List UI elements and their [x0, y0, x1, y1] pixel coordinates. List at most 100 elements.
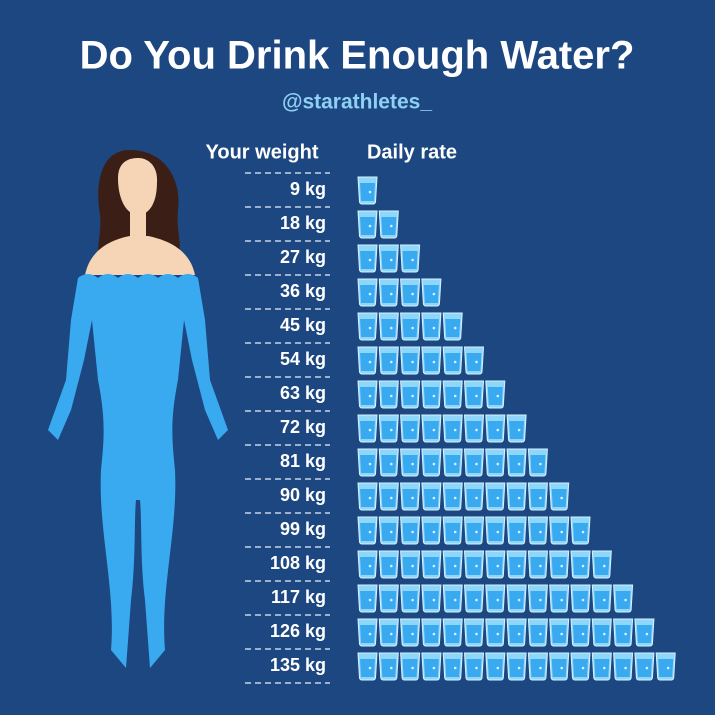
- glass-water: [509, 489, 525, 507]
- glass-water: [530, 591, 546, 609]
- glass-bubble: [517, 564, 521, 568]
- glass-bubble: [603, 632, 606, 636]
- glass-bubble: [411, 360, 414, 364]
- glass-bubble: [411, 632, 414, 636]
- glass-water: [445, 625, 461, 643]
- glass-row: [357, 278, 442, 307]
- glass-water: [402, 489, 418, 507]
- glass-row: [357, 244, 421, 273]
- glass-bubble: [453, 530, 457, 534]
- glass-water: [360, 625, 375, 643]
- glass-bubble: [496, 394, 500, 398]
- glass-bubble: [496, 666, 500, 670]
- glass-water: [509, 625, 525, 643]
- glass-bubble: [475, 530, 478, 534]
- category-label: 135 kg: [270, 655, 326, 675]
- glass-water: [466, 455, 482, 473]
- glass-water: [487, 523, 503, 541]
- glass-water: [360, 455, 375, 473]
- glass-bubble: [390, 326, 393, 330]
- glass-bubble: [475, 598, 478, 602]
- glass-bubble: [453, 632, 457, 636]
- glass-row: [357, 516, 591, 545]
- glass-bubble: [475, 496, 478, 500]
- title: Do You Drink Enough Water?: [80, 34, 635, 78]
- glass-row: [357, 550, 612, 579]
- glass-water: [360, 217, 375, 235]
- glass-water: [573, 659, 588, 677]
- glass-row: [357, 414, 527, 443]
- glass-bubble: [390, 258, 393, 262]
- glass-bubble: [496, 564, 500, 568]
- glass-bubble: [475, 360, 478, 364]
- glass-water: [487, 387, 503, 405]
- category-label: 108 kg: [270, 553, 326, 573]
- glass-bubble: [390, 394, 393, 398]
- glass-water: [594, 659, 610, 677]
- glass-water: [402, 625, 418, 643]
- glass-water: [530, 659, 546, 677]
- glass-bubble: [368, 462, 372, 466]
- glass-water: [445, 659, 461, 677]
- glass-bubble: [390, 360, 393, 364]
- glass-water: [360, 421, 375, 439]
- glass-water: [487, 557, 503, 575]
- glass-bubble: [390, 496, 393, 500]
- category-label: 99 kg: [280, 519, 326, 539]
- glass-row: [357, 380, 506, 409]
- glass-water: [530, 523, 546, 541]
- glass-water: [509, 455, 525, 473]
- glass-bubble: [411, 326, 414, 330]
- glass-water: [402, 387, 418, 405]
- glass-water: [360, 319, 375, 337]
- glass-water: [381, 523, 397, 541]
- glass-bubble: [432, 360, 436, 364]
- glass-water: [445, 319, 461, 337]
- glass-bubble: [411, 394, 414, 398]
- glass-water: [381, 353, 397, 371]
- category-label: 54 kg: [280, 349, 326, 369]
- glass-bubble: [453, 360, 457, 364]
- glass-bubble: [390, 632, 393, 636]
- glass-bubble: [453, 428, 457, 432]
- glass-bubble: [624, 632, 627, 636]
- glass-water: [445, 421, 461, 439]
- category-label: 45 kg: [280, 315, 326, 335]
- glass-water: [381, 217, 397, 235]
- glass-row: [357, 176, 378, 205]
- glass-water: [487, 625, 503, 643]
- glass-water: [466, 353, 482, 371]
- glass-bubble: [539, 598, 542, 602]
- glass-water: [551, 489, 567, 507]
- glass-bubble: [581, 632, 585, 636]
- glass-bubble: [432, 632, 436, 636]
- glass-bubble: [368, 666, 372, 670]
- glass-water: [551, 591, 567, 609]
- glass-water: [551, 659, 567, 677]
- glass-water: [402, 319, 418, 337]
- glass-bubble: [539, 530, 542, 534]
- glass-row: [357, 482, 570, 511]
- glass-bubble: [624, 666, 627, 670]
- glass-water: [360, 285, 375, 303]
- glass-bubble: [411, 428, 414, 432]
- glass-row: [357, 312, 463, 341]
- glass-bubble: [432, 326, 436, 330]
- glass-water: [423, 625, 439, 643]
- category-label: 117 kg: [271, 587, 326, 607]
- glass-bubble: [411, 292, 414, 296]
- glass-bubble: [368, 258, 372, 262]
- glass-water: [360, 183, 375, 201]
- glass-bubble: [368, 190, 372, 194]
- glass-water: [423, 523, 439, 541]
- glass-bubble: [539, 666, 542, 670]
- glass-bubble: [453, 496, 457, 500]
- glass-water: [360, 489, 375, 507]
- glass-water: [445, 455, 461, 473]
- glass-bubble: [453, 394, 457, 398]
- glass-bubble: [453, 462, 457, 466]
- glass-water: [445, 557, 461, 575]
- glass-row: [357, 210, 399, 239]
- glass-bubble: [411, 258, 414, 262]
- glass-water: [381, 319, 397, 337]
